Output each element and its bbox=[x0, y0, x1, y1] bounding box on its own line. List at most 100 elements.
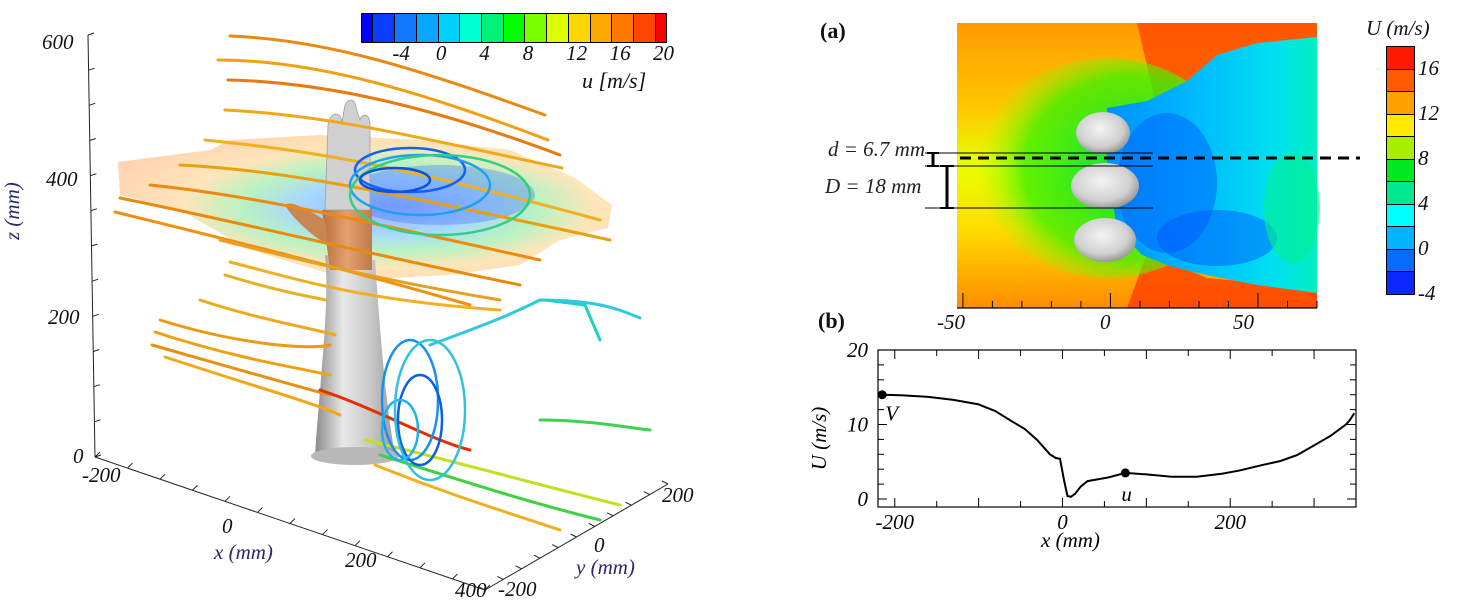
y-axis-tick bbox=[478, 586, 486, 591]
y-axis-tick bbox=[625, 501, 632, 506]
arm-base bbox=[311, 447, 399, 465]
x-tick-label: 0 bbox=[1057, 510, 1068, 534]
u-colorbar-segment bbox=[416, 14, 439, 42]
marker-label-V: V bbox=[885, 402, 900, 426]
U-colorbar-segment bbox=[1387, 69, 1414, 93]
vortex-streamline bbox=[380, 398, 420, 462]
x-tick-200: 200 bbox=[345, 548, 377, 572]
streamline bbox=[228, 260, 502, 312]
streamline bbox=[226, 78, 562, 157]
U-colorbar-segment bbox=[1387, 182, 1414, 205]
x-axis-label: x (mm) bbox=[1040, 528, 1100, 552]
thumb bbox=[285, 203, 328, 245]
u-colorbar-tick: 8 bbox=[522, 41, 534, 65]
vortex-streamline bbox=[393, 338, 467, 482]
y-axis-tick bbox=[497, 575, 504, 580]
streamline bbox=[153, 330, 332, 377]
pebble-middle bbox=[1071, 163, 1139, 209]
y-axis-tick bbox=[588, 522, 596, 527]
d-dimension-bar bbox=[927, 152, 939, 167]
z-tick-0: 0 bbox=[73, 444, 84, 468]
x-tick-label: 200 bbox=[1214, 510, 1246, 534]
streamline bbox=[163, 355, 342, 417]
streamline bbox=[150, 343, 332, 397]
x-axis-tick bbox=[419, 562, 426, 569]
x-axis-tick bbox=[354, 540, 361, 547]
contour-x-tick-0: 0 bbox=[1100, 310, 1111, 334]
x-axis-tick bbox=[94, 451, 101, 458]
U-colorbar-segment bbox=[1387, 204, 1414, 228]
z-axis-tick bbox=[91, 243, 98, 247]
u-colorbar-segment bbox=[395, 14, 417, 42]
z-axis-tick bbox=[91, 278, 99, 282]
vortex-streamline bbox=[396, 373, 444, 467]
streamlines bbox=[113, 34, 652, 532]
streamline bbox=[428, 298, 642, 347]
panel-a-label: (a) bbox=[820, 18, 846, 43]
vortex-streamline bbox=[380, 338, 440, 462]
U-colorbar-tick: 12 bbox=[1418, 101, 1439, 126]
u-colorbar-segment bbox=[525, 14, 548, 42]
streamline bbox=[178, 163, 612, 242]
contour-wake-lower bbox=[1157, 210, 1277, 266]
3d-streamline-panel bbox=[87, 32, 669, 591]
contour-wake-core bbox=[1117, 113, 1217, 253]
streamline bbox=[543, 298, 602, 342]
y-tick-label: 10 bbox=[847, 413, 869, 437]
U-colorbar-segment bbox=[1387, 114, 1414, 138]
streamline bbox=[218, 238, 502, 302]
y-axis-label: y (mm) bbox=[576, 555, 635, 579]
U-colorbar-segment bbox=[1387, 137, 1414, 160]
z-axis-tick bbox=[94, 419, 101, 423]
streamline bbox=[538, 418, 652, 432]
x-axis-tick bbox=[387, 551, 393, 558]
u-colorbar-ticks: -4 0 4 8 12 16 20 bbox=[361, 41, 674, 65]
x-axis-tick bbox=[257, 507, 263, 513]
U-colorbar-segment bbox=[1387, 249, 1414, 273]
U-colorbar-ticks: 16 12 8 4 0 -4 bbox=[1418, 46, 1458, 306]
y-tick-label: 20 bbox=[847, 338, 869, 362]
U-colorbar-tick: 4 bbox=[1418, 191, 1429, 216]
x-tick-0: 0 bbox=[222, 514, 233, 538]
z-axis-tick bbox=[93, 349, 100, 352]
x-axis-tick bbox=[192, 484, 198, 491]
streamline bbox=[203, 138, 602, 222]
y-axis-label: U (m/s) bbox=[807, 407, 831, 471]
U-colorbar bbox=[1386, 46, 1415, 295]
U-colorbar-segment bbox=[1387, 159, 1414, 183]
d-annotation: d = 6.7 mm bbox=[828, 137, 926, 161]
y-axis-tick bbox=[570, 533, 577, 538]
dimension-annotations bbox=[925, 152, 1360, 209]
streamline bbox=[223, 108, 564, 170]
contour-x-tick-neg50: -50 bbox=[937, 310, 965, 334]
streamline bbox=[148, 183, 542, 262]
streamline bbox=[378, 453, 602, 522]
y-axis-tick bbox=[643, 491, 650, 496]
u-colorbar-segment bbox=[655, 14, 667, 42]
streamline bbox=[198, 298, 337, 337]
u-colorbar-tick: -4 bbox=[392, 41, 410, 65]
U-colorbar-tick: 8 bbox=[1418, 146, 1429, 171]
z-axis-tick bbox=[93, 384, 100, 388]
pebble-bottom bbox=[1074, 218, 1136, 262]
u-colorbar-segment bbox=[633, 14, 656, 42]
y-tick-label: 0 bbox=[858, 487, 869, 511]
y-tick-0: 0 bbox=[594, 533, 605, 557]
forearm-model bbox=[315, 255, 395, 455]
u-colorbar-segment bbox=[373, 14, 396, 42]
x-axis-tick bbox=[289, 518, 296, 524]
u-colorbar-segment bbox=[568, 14, 591, 42]
u-colorbar-segment bbox=[362, 14, 374, 42]
u-colorbar-segment bbox=[503, 14, 526, 42]
marker-label-u: u bbox=[1121, 482, 1132, 506]
z-axis-tick bbox=[90, 208, 98, 212]
x-tick-400: 400 bbox=[455, 578, 487, 602]
z-axis-label: z (mm) bbox=[0, 182, 24, 240]
velocity-profile-line bbox=[882, 393, 1356, 498]
vortex-streamline bbox=[348, 153, 532, 237]
y-axis-tick bbox=[551, 544, 559, 549]
z-axis-tick bbox=[92, 313, 99, 317]
y-axis-tick bbox=[533, 554, 541, 559]
x-axis-tick bbox=[452, 573, 458, 580]
contour-x-tick-50: 50 bbox=[1233, 310, 1254, 334]
